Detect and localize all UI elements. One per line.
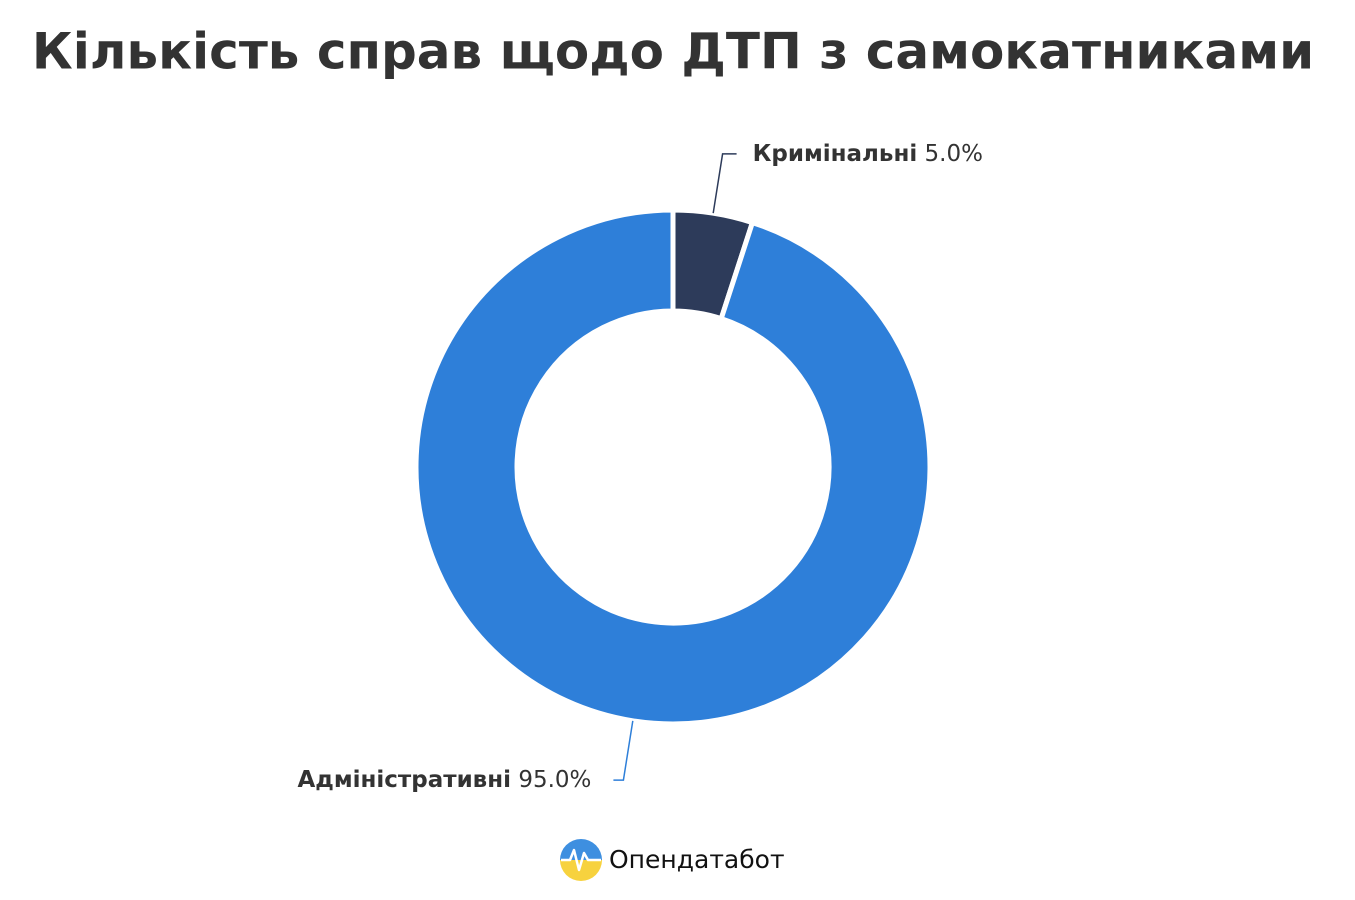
value-label: 95.0%	[518, 767, 591, 793]
slice-label: Кримінальні 5.0%	[753, 140, 983, 166]
brand-name: Опендатабот	[609, 845, 785, 874]
category-name: Адміністративні	[297, 767, 511, 793]
leader-line	[712, 153, 737, 214]
slice	[413, 207, 933, 727]
brand-logo	[560, 839, 602, 881]
leader-line	[613, 720, 634, 781]
value-label: 5.0%	[925, 140, 983, 166]
category-name: Кримінальні	[753, 140, 918, 166]
chart-title: Кількість справ щодо ДТП з самокатниками	[32, 23, 1314, 81]
slice-label: Адміністративні 95.0%	[297, 767, 591, 793]
